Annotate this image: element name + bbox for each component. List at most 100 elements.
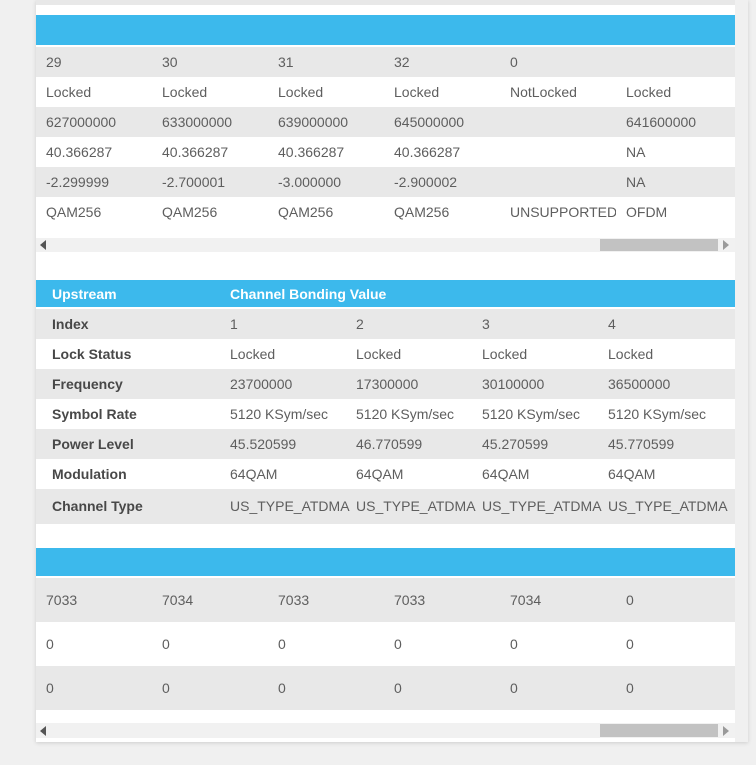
table-cell: 0 xyxy=(394,680,402,696)
table-cell: 0 xyxy=(394,636,402,652)
scrollbar-thumb[interactable] xyxy=(600,724,718,737)
table-cell: 0 xyxy=(162,680,170,696)
scroll-left-arrow-icon[interactable] xyxy=(40,725,46,736)
downstream-horizontal-scrollbar[interactable] xyxy=(36,238,735,252)
row-label: Channel Type xyxy=(52,498,143,514)
table-cell: -2.900002 xyxy=(394,174,458,190)
table-cell: 45.520599 xyxy=(230,436,297,452)
table-cell xyxy=(500,167,616,197)
table-cell: 2 xyxy=(356,316,364,332)
upstream-index-row: Index 1 2 3 4 xyxy=(36,309,748,339)
upstream-header-subtitle: Channel Bonding Value xyxy=(230,285,387,302)
downstream-modulation-row: QAM256 QAM256 QAM256 QAM256 UNSUPPORTED … xyxy=(36,197,748,227)
table-cell: Locked xyxy=(162,84,208,100)
table-cell: 5120 KSym/sec xyxy=(608,406,707,422)
table-cell: 23700000 xyxy=(230,376,293,392)
table-cell: 64QAM xyxy=(482,466,530,482)
table-cell: US_TYPE_ATDMA xyxy=(230,498,350,514)
table-cell xyxy=(616,47,732,77)
table-cell: 0 xyxy=(46,680,54,696)
table-cell: 7033 xyxy=(394,592,426,608)
upstream-frequency-row: Frequency 23700000 17300000 30100000 365… xyxy=(36,369,748,399)
row-label: Modulation xyxy=(52,466,127,482)
table-cell: 5120 KSym/sec xyxy=(230,406,329,422)
table-cell: UNSUPPORTED xyxy=(510,204,616,220)
table-cell: 0 xyxy=(626,592,634,608)
table-cell: QAM256 xyxy=(162,204,218,220)
table-cell: 36500000 xyxy=(608,376,671,392)
table-cell: 64QAM xyxy=(608,466,656,482)
row-label: Lock Status xyxy=(52,346,132,362)
downstream-power-row: -2.299999 -2.700001 -3.000000 -2.900002 … xyxy=(36,167,748,197)
table-cell: 30 xyxy=(162,54,178,70)
table-cell: Locked xyxy=(482,346,528,362)
table-cell: Locked xyxy=(46,84,92,100)
table-cell: -2.700001 xyxy=(162,174,226,190)
table-cell: US_TYPE_ATDMA xyxy=(608,498,728,514)
downstream-snr-row: 40.366287 40.366287 40.366287 40.366287 … xyxy=(36,137,748,167)
row-label: Index xyxy=(52,316,89,332)
table-cell: 641600000 xyxy=(626,114,697,130)
table-cell: 1 xyxy=(230,316,238,332)
upstream-channel-type-row: Channel Type US_TYPE_ATDMA US_TYPE_ATDMA… xyxy=(36,489,748,524)
table-cell: 7034 xyxy=(162,592,194,608)
downstream-table-header xyxy=(36,15,748,47)
table-cell: 3 xyxy=(482,316,490,332)
table-cell: 29 xyxy=(46,54,62,70)
downstream-frequency-row: 627000000 633000000 639000000 645000000 … xyxy=(36,107,748,137)
table-cell: -3.000000 xyxy=(278,174,342,190)
right-gutter xyxy=(735,0,748,742)
status-card: 29 30 31 32 0 Locked Locked Locked Locke… xyxy=(36,0,748,742)
downstream-lock-row: Locked Locked Locked Locked NotLocked Lo… xyxy=(36,77,748,107)
scrollbar-thumb[interactable] xyxy=(600,239,718,251)
table-cell: Locked xyxy=(356,346,402,362)
table-cell: QAM256 xyxy=(46,204,102,220)
table-cell: Locked xyxy=(230,346,276,362)
upstream-header-title: Upstream xyxy=(52,285,117,302)
table-cell xyxy=(500,107,616,137)
table-cell: 40.366287 xyxy=(162,144,229,160)
table-cell: US_TYPE_ATDMA xyxy=(356,498,476,514)
upstream-lock-status-row: Lock Status Locked Locked Locked Locked xyxy=(36,339,748,369)
codeword-table: 7033 7034 7033 7033 7034 0 0 0 0 0 0 0 0… xyxy=(36,548,748,710)
table-cell: 0 xyxy=(278,636,286,652)
upstream-table: Upstream Channel Bonding Value Index 1 2… xyxy=(36,280,748,524)
table-cell: 0 xyxy=(510,636,518,652)
upstream-power-level-row: Power Level 45.520599 46.770599 45.27059… xyxy=(36,429,748,459)
codeword-uncorrectable-row: 0 0 0 0 0 0 xyxy=(36,666,748,710)
table-cell: -2.299999 xyxy=(46,174,110,190)
codeword-table-header xyxy=(36,548,748,578)
scroll-right-arrow-icon[interactable] xyxy=(723,240,729,250)
table-cell: 40.366287 xyxy=(278,144,345,160)
table-cell: Locked xyxy=(626,84,672,100)
row-label: Frequency xyxy=(52,376,123,392)
table-cell: 32 xyxy=(394,54,410,70)
codeword-correctable-row: 0 0 0 0 0 0 xyxy=(36,622,748,666)
scroll-left-arrow-icon[interactable] xyxy=(40,240,46,250)
table-cell: 0 xyxy=(626,680,634,696)
table-cell xyxy=(500,137,616,167)
table-cell: 40.366287 xyxy=(394,144,461,160)
downstream-index-row: 29 30 31 32 0 xyxy=(36,47,748,77)
codeword-horizontal-scrollbar[interactable] xyxy=(36,723,735,738)
table-cell: NA xyxy=(626,144,646,160)
table-cell: QAM256 xyxy=(278,204,334,220)
table-cell: 0 xyxy=(510,680,518,696)
scroll-right-arrow-icon[interactable] xyxy=(723,725,729,736)
table-cell: 7033 xyxy=(46,592,78,608)
table-cell: 31 xyxy=(278,54,294,70)
downstream-table: 29 30 31 32 0 Locked Locked Locked Locke… xyxy=(36,15,748,227)
upstream-table-header: Upstream Channel Bonding Value xyxy=(36,280,748,309)
table-cell: NotLocked xyxy=(510,84,577,100)
table-cell: 40.366287 xyxy=(46,144,113,160)
table-cell: US_TYPE_ATDMA xyxy=(482,498,602,514)
table-cell: 4 xyxy=(608,316,616,332)
table-cell: 7033 xyxy=(278,592,310,608)
table-cell: 45.770599 xyxy=(608,436,675,452)
table-cell: 0 xyxy=(278,680,286,696)
table-cell: 64QAM xyxy=(230,466,278,482)
table-cell: 0 xyxy=(162,636,170,652)
table-cell: 46.770599 xyxy=(356,436,423,452)
table-cell: 64QAM xyxy=(356,466,404,482)
row-label: Symbol Rate xyxy=(52,406,137,422)
